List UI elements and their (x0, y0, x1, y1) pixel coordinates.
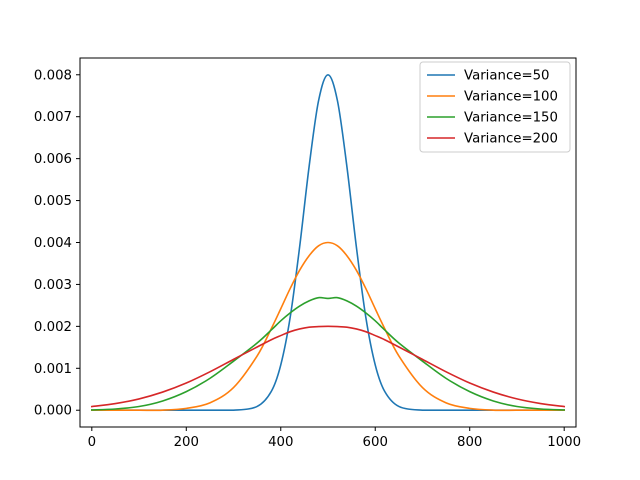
y-tick-label: 0.002 (34, 320, 72, 335)
y-tick-label: 0.005 (34, 194, 72, 209)
y-tick-label: 0.006 (34, 152, 72, 167)
legend-label: Variance=150 (464, 111, 558, 126)
series-line-3 (90, 296, 566, 411)
y-tick-label: 0.008 (34, 68, 72, 83)
legend-label: Variance=50 (464, 69, 550, 84)
legend-label: Variance=200 (464, 132, 558, 147)
series-line-4 (90, 325, 566, 408)
series-layer (90, 73, 566, 412)
y-tick-label: 0.004 (34, 236, 72, 251)
x-tick-label: 400 (268, 435, 293, 450)
axes-frame (79, 57, 577, 428)
x-tick-label: 600 (363, 435, 388, 450)
x-tick-label: 1000 (547, 435, 581, 450)
x-tick-label: 800 (457, 435, 482, 450)
y-tick-label: 0.001 (34, 362, 72, 377)
legend: Variance=50 Variance=100 Variance=150 Varia… (419, 61, 571, 153)
legend-box (419, 61, 571, 153)
y-tick-label: 0.003 (34, 278, 72, 293)
y-axis: 0.000 0.001 0.002 0.003 0.004 0.005 0.006 0.007… (34, 68, 80, 419)
legend-label: Variance=100 (464, 90, 558, 105)
series-line-1 (91, 73, 565, 412)
x-tick-label: 200 (174, 435, 199, 450)
x-axis: 0 200 400 600 800 1000 (88, 427, 581, 450)
series-line-2 (91, 241, 565, 412)
y-tick-label: 0.007 (34, 110, 72, 125)
x-tick-label: 0 (88, 435, 96, 450)
y-tick-label: 0.000 (34, 404, 72, 419)
